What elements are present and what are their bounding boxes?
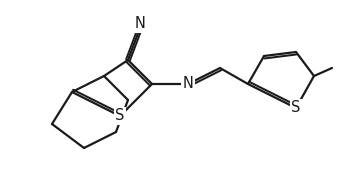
Text: S: S [291,101,301,115]
Text: S: S [115,108,125,124]
Text: N: N [134,17,146,32]
Text: N: N [183,77,193,92]
